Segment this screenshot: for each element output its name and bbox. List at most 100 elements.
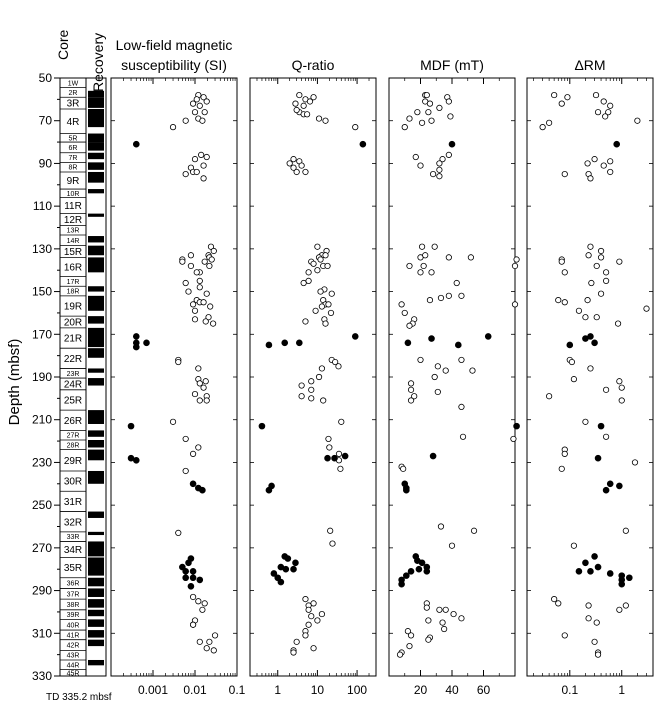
open-point [315, 115, 323, 122]
y-tick-label: 150 [32, 285, 52, 299]
core-label: 22R [64, 354, 82, 365]
core-label: 40R [67, 622, 80, 629]
recovery-bar [88, 245, 104, 256]
open-point [401, 309, 408, 317]
filled-point [613, 140, 620, 148]
open-point [200, 299, 207, 306]
recovery-bar [88, 440, 104, 448]
open-point [434, 363, 441, 370]
open-point [320, 397, 327, 404]
open-point [327, 527, 334, 534]
open-point [561, 171, 568, 178]
open-point [305, 621, 312, 628]
filled-point [626, 574, 633, 582]
filled-point [331, 454, 338, 462]
open-point [594, 651, 602, 658]
panel-title: Q-ratio [292, 57, 335, 73]
x-tick-label: 40 [445, 683, 459, 697]
open-point [592, 91, 600, 99]
open-point [597, 247, 605, 255]
open-point [182, 467, 189, 475]
open-point [616, 378, 623, 385]
open-point [286, 160, 293, 167]
core-label: 41R [67, 632, 80, 639]
open-point [315, 373, 323, 381]
panel-frame [388, 77, 516, 677]
core-label: 42R [67, 643, 80, 650]
core-label: 30R [64, 477, 82, 488]
y-tick-label: 210 [32, 413, 52, 427]
recovery-bar [88, 327, 104, 348]
open-point [338, 418, 345, 425]
open-point [305, 277, 312, 284]
core-label: 16R [64, 263, 82, 274]
open-point [423, 604, 430, 611]
core-label: 44R [67, 662, 80, 669]
filled-point [351, 333, 359, 340]
open-point [302, 596, 309, 603]
open-point [201, 600, 208, 607]
core-label: 20R [64, 318, 82, 329]
recovery-bar [88, 619, 104, 627]
open-point [300, 279, 307, 287]
open-point [622, 527, 629, 534]
x-tick-label: 100 [347, 683, 367, 697]
core-labels: 1W 2R 3R 4R 5R 6R 7R 8R 9R 10R 11R 12R 13R 14R 15R 16R 1… [60, 80, 86, 677]
open-point [302, 318, 309, 325]
open-point [422, 252, 429, 259]
open-point [605, 109, 612, 116]
open-point [412, 153, 419, 161]
open-point [308, 395, 315, 402]
panel-frame [526, 77, 654, 677]
open-point [182, 117, 189, 124]
filled-point [270, 570, 278, 577]
filled-point [189, 568, 197, 575]
filled-point [597, 422, 605, 430]
open-point [558, 465, 565, 472]
recovery-bar [88, 639, 104, 647]
open-point [607, 168, 614, 176]
open-point [585, 602, 592, 609]
open-point [594, 109, 602, 116]
open-point [436, 606, 443, 613]
filled-point [143, 339, 150, 347]
filled-point [575, 568, 583, 575]
filled-point [403, 486, 410, 494]
recovery-bar [88, 295, 104, 311]
filled-point [418, 559, 426, 567]
open-point [618, 397, 625, 404]
open-point [546, 119, 553, 126]
open-point [425, 636, 432, 643]
open-point [203, 290, 210, 297]
open-point [643, 305, 650, 312]
open-point [616, 258, 623, 265]
open-point [179, 258, 186, 265]
filled-point [324, 454, 331, 462]
data-panels: Low-field magnetic susceptibility (SI) 0.0… [110, 37, 654, 697]
open-point [310, 600, 317, 607]
recovery-bar [88, 410, 104, 424]
x-tick-label: 60 [477, 683, 491, 697]
open-point [622, 602, 629, 609]
filled-point [404, 339, 412, 347]
filled-point [292, 559, 299, 567]
core-label: 38R [67, 602, 80, 609]
open-point [332, 358, 339, 366]
open-point [546, 393, 553, 400]
panel-1: Low-field magnetic susceptibility (SI) 0.0… [110, 37, 246, 697]
open-point [306, 98, 314, 105]
open-point [211, 632, 219, 639]
filled-point [618, 580, 626, 588]
filled-point [616, 482, 623, 490]
filled-point [602, 486, 610, 494]
x-tick-label: 0.1 [561, 683, 578, 697]
open-point [325, 435, 332, 443]
open-point [298, 393, 305, 400]
open-point [310, 645, 317, 652]
recovery-bar [88, 557, 104, 576]
open-point [335, 450, 343, 457]
panel-3: MDF (mT) 20 40 60 [388, 57, 520, 697]
open-point [300, 102, 307, 109]
open-point [406, 262, 413, 270]
